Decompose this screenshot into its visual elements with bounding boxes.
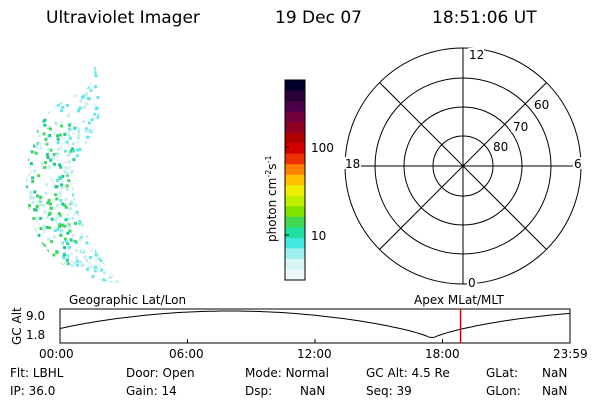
colorbar-strip	[285, 90, 305, 102]
colorbar-strip	[285, 227, 305, 239]
colorbar-strip	[285, 101, 305, 113]
ip-info: IP: 36.0	[10, 384, 56, 398]
altitude-curve	[59, 310, 571, 338]
altitude-timeline	[59, 308, 571, 344]
lat-label-70: 70	[513, 120, 528, 134]
colorbar-frame	[284, 79, 306, 281]
mlt-label-18: 18	[345, 157, 360, 171]
colorbar-strip	[285, 80, 305, 92]
dsp-value: NaN	[300, 384, 326, 398]
colorbar-strips	[285, 80, 305, 281]
colorbar-strip	[285, 164, 305, 176]
timeline-right-caption: Apex MLat/MLT	[414, 293, 504, 307]
timeline-xtick-2: 12:00	[297, 347, 332, 361]
time-label: 18:51:06 UT	[432, 8, 537, 28]
date-label: 19 Dec 07	[275, 8, 362, 28]
timeline-xtick-1: 06:00	[169, 347, 204, 361]
diagonal-2	[379, 82, 547, 250]
colorbar-strip	[285, 132, 305, 144]
timeline-left-caption: Geographic Lat/Lon	[69, 293, 187, 307]
glat-info: GLat:	[486, 366, 519, 380]
colorbar-strip	[285, 143, 305, 155]
colorbar-strip	[285, 185, 305, 197]
glon-value: NaN	[542, 384, 568, 398]
gain-info: Gain: 14	[126, 384, 177, 398]
mlt-label-0: 0	[468, 276, 476, 290]
colorbar	[284, 79, 306, 281]
timeline-xtick-0: 00:00	[39, 347, 74, 361]
seq-info: Seq: 39	[366, 384, 412, 398]
colorbar-strip	[285, 216, 305, 228]
timeline-ylabel: GC Alt	[10, 307, 24, 345]
polar-grid: 12 18 6 0 60 70 80	[343, 47, 583, 290]
colorbar-strip	[285, 248, 305, 260]
timeline-frame	[59, 308, 571, 344]
gc-altitude-info: GC Alt: 4.5 Re	[366, 366, 450, 380]
colorbar-strip	[285, 174, 305, 186]
timeline-ytick-high: 9.0	[26, 309, 46, 323]
colorbar-strip	[285, 258, 305, 271]
mlt-label-6: 6	[574, 157, 582, 171]
instrument-title: Ultraviolet Imager	[46, 8, 200, 28]
colorbar-strip	[285, 122, 305, 134]
colorbar-strip	[285, 237, 305, 250]
mode-info: Mode: Normal	[245, 366, 329, 380]
mlt-label-12: 12	[469, 48, 484, 62]
glat-value: NaN	[542, 366, 568, 380]
colorbar-strip	[285, 206, 305, 218]
colorbar-strip	[285, 269, 305, 281]
colorbar-strip	[285, 195, 305, 207]
timeline-xtick-3: 18:00	[425, 347, 460, 361]
auroral-image	[26, 65, 121, 283]
colorbar-tick-10: 10	[311, 229, 327, 243]
glon-info: GLon:	[486, 384, 521, 398]
colorbar-strip	[285, 153, 305, 165]
colorbar-tick-100: 100	[311, 141, 334, 155]
timeline-ytick-low: 1.8	[26, 328, 46, 342]
dsp-info: Dsp:	[245, 384, 273, 398]
filter-info: Flt: LBHL	[10, 366, 64, 380]
timeline-xtick-4: 23:59	[553, 347, 588, 361]
colorbar-strip	[285, 111, 305, 123]
lat-label-60: 60	[534, 98, 549, 112]
auroral-speckle	[26, 65, 121, 283]
door-info: Door: Open	[126, 366, 195, 380]
colorbar-label: photon cm-2s-1	[264, 155, 279, 242]
lat-label-80: 80	[493, 140, 508, 154]
